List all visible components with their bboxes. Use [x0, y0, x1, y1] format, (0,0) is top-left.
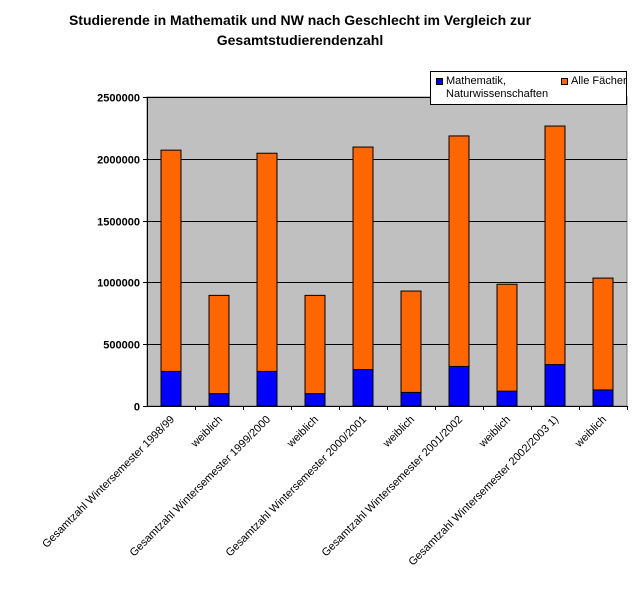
- x-tick-label: weiblich: [572, 414, 609, 451]
- bar-segment-math: [400, 391, 422, 407]
- y-tick-label: 2000000: [97, 155, 140, 167]
- bar-segment-all: [544, 125, 566, 366]
- chart-title-line-2: Gesamtstudierendenzahl: [216, 32, 384, 48]
- legend-label-all: Alle Fächer: [571, 75, 627, 87]
- y-tick-label: 1000000: [97, 278, 140, 290]
- bar-segment-all: [160, 149, 182, 372]
- bar-segment-math: [448, 365, 470, 407]
- bar-segment-all: [448, 135, 470, 367]
- bar-segment-math: [352, 369, 374, 407]
- legend-swatch-all: [561, 78, 568, 85]
- chart-title-line-1: Studierende in Mathematik und NW nach Ge…: [68, 12, 532, 28]
- bar-segment-all: [304, 294, 326, 395]
- x-tick-label: weiblich: [476, 414, 513, 451]
- bar-segment-math: [304, 393, 326, 407]
- bar-segment-math: [592, 389, 614, 407]
- x-tick-label: weiblich: [188, 414, 225, 451]
- x-tick-label: weiblich: [380, 414, 417, 451]
- bar-segment-all: [208, 294, 230, 395]
- y-tick-label: 500000: [103, 340, 140, 352]
- bar-segment-all: [352, 146, 374, 371]
- y-tick-label: 1500000: [97, 217, 140, 229]
- bar-segment-math: [496, 390, 518, 407]
- bar-segment-all: [496, 283, 518, 392]
- bar-segment-all: [256, 152, 278, 372]
- x-tick-label: weiblich: [284, 414, 321, 451]
- bar-segment-math: [256, 370, 278, 407]
- chart-legend: Mathematik, Naturwissenschaften Alle Fäc…: [430, 71, 627, 105]
- bar-segment-all: [592, 277, 614, 391]
- bar-segment-all: [400, 290, 422, 393]
- legend-swatch-math: [436, 78, 443, 85]
- bar-segment-math: [160, 370, 182, 407]
- legend-label-math: Mathematik, Naturwissenschaften: [446, 75, 549, 100]
- chart-title: Studierende in Mathematik und NW nach Ge…: [0, 10, 600, 50]
- y-tick-label: 0: [134, 402, 140, 414]
- bar-segment-math: [208, 393, 230, 407]
- y-tick-label: 2500000: [97, 93, 140, 105]
- bar-segment-math: [544, 364, 566, 407]
